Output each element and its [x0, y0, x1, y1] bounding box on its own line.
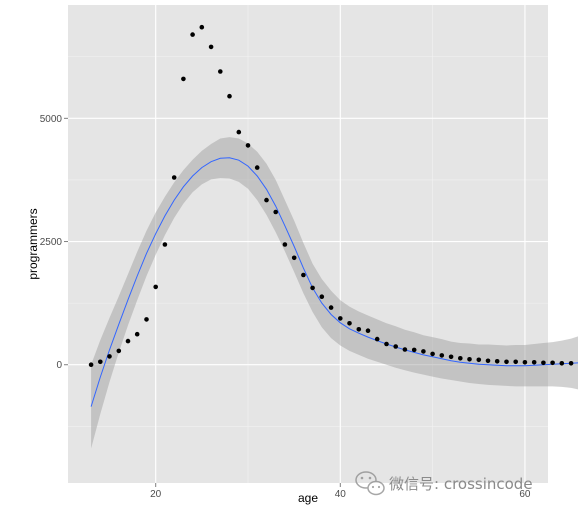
- y-axis-ticks: 0 2500 5000: [40, 114, 68, 371]
- data-point: [365, 328, 371, 334]
- x-tick-label: 40: [335, 489, 347, 500]
- y-tick-label: 5000: [40, 114, 63, 125]
- watermark-text: 微信号: crossincode: [389, 475, 533, 493]
- data-point: [393, 344, 399, 349]
- plot-panel: [68, 5, 548, 483]
- data-point: [347, 321, 352, 326]
- data-point: [162, 242, 168, 247]
- smooth-line-layer: [90, 157, 578, 407]
- points-layer: [88, 24, 574, 368]
- wechat-logo-icon: [355, 471, 385, 496]
- data-point: [134, 331, 140, 337]
- data-point: [550, 360, 555, 366]
- data-point: [384, 341, 389, 347]
- watermark: 微信号: crossincode: [355, 471, 533, 496]
- data-point: [411, 347, 417, 353]
- data-point: [476, 357, 482, 363]
- x-tick-label: 20: [150, 489, 162, 500]
- data-point: [245, 143, 251, 148]
- data-point: [559, 361, 565, 366]
- data-point: [190, 32, 195, 37]
- data-point: [439, 353, 445, 358]
- data-point: [494, 359, 500, 364]
- data-point: [181, 76, 186, 82]
- x-tick-label: 60: [519, 489, 531, 500]
- data-point: [88, 362, 94, 368]
- data-point: [310, 285, 315, 291]
- data-point: [264, 197, 269, 203]
- data-point: [171, 175, 177, 180]
- data-point: [153, 284, 158, 290]
- data-point: [218, 69, 223, 74]
- data-point: [430, 351, 435, 357]
- data-point: [448, 354, 454, 360]
- data-point: [301, 272, 306, 278]
- smooth-line: [90, 157, 578, 407]
- data-point: [254, 165, 260, 170]
- data-point: [273, 209, 279, 215]
- grid-minor-lines: [68, 5, 548, 483]
- data-point: [125, 338, 131, 344]
- data-point: [513, 359, 518, 365]
- data-point: [319, 294, 325, 300]
- data-point: [199, 24, 205, 30]
- data-point: [107, 354, 112, 359]
- data-point: [522, 360, 528, 365]
- data-point: [338, 316, 343, 321]
- data-point: [98, 359, 103, 365]
- confidence-band: [91, 137, 578, 449]
- data-point: [208, 44, 214, 50]
- y-tick-label: 0: [56, 360, 62, 371]
- data-point: [458, 356, 463, 361]
- data-point: [421, 349, 426, 354]
- data-point: [236, 129, 242, 135]
- data-point: [291, 255, 297, 261]
- data-point: [467, 357, 472, 362]
- data-point: [541, 360, 546, 366]
- data-point: [531, 360, 537, 365]
- data-point: [402, 347, 408, 352]
- grid-major-lines: [68, 5, 548, 483]
- data-point: [356, 327, 362, 332]
- data-point: [504, 359, 509, 365]
- data-point: [282, 242, 288, 247]
- y-axis-title: programmers: [26, 208, 40, 279]
- data-point: [328, 305, 334, 310]
- x-axis-ticks: 20 40 60: [150, 483, 531, 500]
- x-axis-title: age: [298, 491, 318, 505]
- data-point: [144, 317, 149, 322]
- data-point: [227, 93, 232, 99]
- data-point: [485, 358, 491, 364]
- confidence-band-layer: [91, 137, 578, 449]
- y-tick-label: 2500: [40, 237, 63, 248]
- data-point: [116, 348, 122, 354]
- data-point: [568, 361, 574, 366]
- data-point: [374, 336, 380, 342]
